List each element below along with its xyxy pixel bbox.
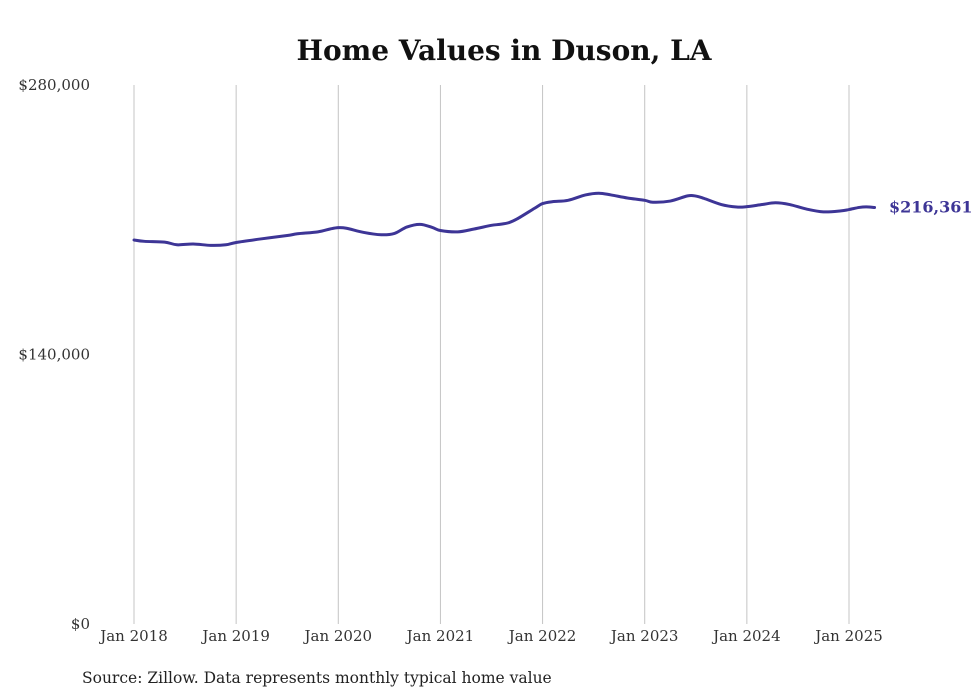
gridlines — [133, 85, 850, 624]
x-tick-label: Jan 2022 — [507, 627, 577, 645]
series-line-0 — [132, 191, 877, 247]
y-tick-label: $0 — [71, 615, 90, 633]
series-layer: $216,361 — [132, 191, 973, 247]
y-tick-label: $140,000 — [18, 346, 90, 364]
x-tick-label: Jan 2024 — [711, 627, 781, 645]
x-tick-label: Jan 2020 — [303, 627, 373, 645]
x-tick-label: Jan 2019 — [200, 627, 270, 645]
x-tick-label: Jan 2023 — [609, 627, 679, 645]
y-tick-label: $280,000 — [18, 76, 90, 94]
x-tick-label: Jan 2018 — [98, 627, 168, 645]
x-tick-label: Jan 2021 — [405, 627, 475, 645]
y-axis-ticks: $0 $140,000 $280,000 — [18, 76, 90, 633]
x-axis-ticks: Jan 2018 Jan 2019 Jan 2020 Jan 2021 Jan 2022… — [98, 627, 883, 645]
x-tick-label: Jan 2025 — [813, 627, 883, 645]
chart-title: Home Values in Duson, LA — [296, 34, 712, 67]
last-value-label: $216,361 — [889, 198, 973, 217]
source-note: Source: Zillow. Data represents monthly … — [82, 669, 552, 687]
